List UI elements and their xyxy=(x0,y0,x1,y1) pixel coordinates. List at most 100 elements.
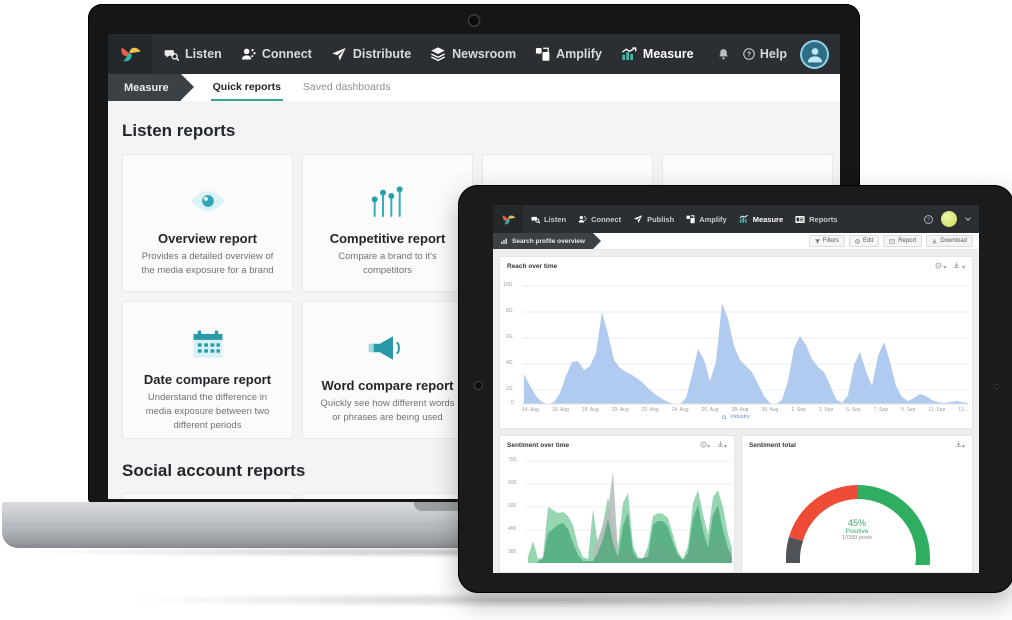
chart-bar-icon xyxy=(501,238,507,244)
tablet-home-button[interactable] xyxy=(474,381,483,390)
panel-reach-over-time: Reach over time ▾ ▾ xyxy=(499,256,973,429)
tablet-nav-item-reports[interactable]: Reports xyxy=(795,215,837,224)
reach-ytick-1: 8G xyxy=(506,308,513,314)
gear-icon[interactable]: ▾ xyxy=(700,441,710,450)
donut-slice-negative xyxy=(789,485,858,541)
reach-xtick-11: 5. Sep xyxy=(846,407,861,413)
device-group-shadow xyxy=(120,592,940,608)
chevron-down-icon[interactable] xyxy=(965,216,971,222)
sentiment-series-negative xyxy=(538,505,732,563)
nav-item-amplify[interactable]: Amplify xyxy=(535,47,602,62)
nav-item-listen[interactable]: Listen xyxy=(164,47,222,62)
report-button[interactable]: Report xyxy=(883,235,923,247)
report-card-desc: Compare a brand to it's competitors xyxy=(338,251,437,276)
report-card-title: Competitive report xyxy=(329,231,446,246)
filters-button[interactable]: Filters xyxy=(808,235,845,247)
tablet-camera-icon xyxy=(994,384,999,389)
download-icon[interactable]: ▾ xyxy=(955,441,965,450)
chart-sentiment-total: 45% Positive 10399 posts xyxy=(742,453,972,565)
report-card-competitive[interactable]: Competitive report Compare a brand to it… xyxy=(302,154,473,292)
help-question-icon: ? xyxy=(743,48,755,60)
reach-area-chart-svg xyxy=(522,285,968,405)
panel-sentiment-total-header: Sentiment total ▾ xyxy=(742,436,972,453)
section-tag-measure: Measure xyxy=(108,74,194,101)
report-card-desc: Understand the difference in media expos… xyxy=(145,392,270,431)
sentiment-series-positive xyxy=(528,490,732,563)
report-card-title: Word compare report xyxy=(321,378,454,393)
sentiment-ytick-1: 600 xyxy=(508,480,517,486)
reach-xtick-1: 16. Aug xyxy=(551,407,569,413)
panel-sentiment-time-title: Sentiment over time xyxy=(507,442,570,449)
report-card-date-compare[interactable]: Date compare report Understand the diffe… xyxy=(122,301,293,439)
nav-item-measure[interactable]: Measure xyxy=(621,46,694,62)
tablet-nav-item-measure[interactable]: Measure xyxy=(739,214,783,224)
edit-button[interactable]: Edit xyxy=(848,235,880,247)
avatar[interactable] xyxy=(800,39,829,69)
section-tag-label: Measure xyxy=(124,81,169,94)
reach-xtick-13: 9. Sep xyxy=(900,407,916,413)
tablet-nav-item-amplify[interactable]: Amplify xyxy=(686,215,727,224)
nav-item-connect[interactable]: Connect xyxy=(241,47,312,62)
nav-item-newsroom[interactable]: Newsroom xyxy=(430,46,516,62)
nav-item-distribute[interactable]: Distribute xyxy=(331,46,411,62)
reach-xtick-3: 20. Aug xyxy=(611,407,629,413)
panel-sentiment-total-tools: ▾ xyxy=(955,441,965,450)
help-question-icon[interactable]: ? xyxy=(924,214,933,224)
reach-ytick-3: 4G xyxy=(506,360,513,366)
tablet-nav-measure-label: Measure xyxy=(752,214,784,224)
section-tag-label: Search profile overview xyxy=(512,237,585,245)
report-card-desc: Provides a detailed overview of the medi… xyxy=(141,251,274,276)
avatar[interactable] xyxy=(941,211,957,227)
tab-saved-dashboards[interactable]: Saved dashboards xyxy=(301,74,393,101)
tablet-nav-listen-label: Listen xyxy=(544,214,567,224)
sentiment-ytick-3: 400 xyxy=(508,526,517,532)
tab-quick-reports[interactable]: Quick reports xyxy=(210,74,283,101)
reach-xtick-15: 13... xyxy=(958,407,968,413)
download-button[interactable]: Download xyxy=(926,235,973,247)
listen-search-icon xyxy=(164,49,179,61)
distribute-paperplane-icon xyxy=(332,48,346,61)
tablet-nav-item-connect[interactable]: Connect xyxy=(578,215,621,224)
laptop-nav-items: Listen Connect Distribute Newsroom xyxy=(164,46,694,62)
reach-legend[interactable]: Industry xyxy=(500,413,972,420)
nav-item-listen-label: Listen xyxy=(185,47,222,61)
tablet-nav-publish-label: Publish xyxy=(647,214,675,224)
amplify-squares-icon xyxy=(536,47,550,61)
eye-icon xyxy=(188,181,228,221)
svg-text:?: ? xyxy=(927,217,930,223)
sentiment-ytick-2: 500 xyxy=(508,503,517,509)
chart-sentiment-over-time: 700 600 500 400 300 xyxy=(500,453,734,565)
reach-xtick-2: 18. Aug xyxy=(581,407,599,413)
tablet-nav-item-publish[interactable]: Publish xyxy=(633,214,674,224)
help-button[interactable]: ? Help xyxy=(743,47,787,61)
tab-quick-reports-label: Quick reports xyxy=(212,80,281,93)
social-card-1[interactable] xyxy=(122,493,293,499)
notification-bell-icon[interactable] xyxy=(717,48,730,61)
section-tag-search-profile: Search profile overview xyxy=(493,233,601,249)
download-icon[interactable]: ▾ xyxy=(717,441,727,450)
report-card-overview[interactable]: Overview report Provides a detailed over… xyxy=(122,154,293,292)
tablet-nav-connect-label: Connect xyxy=(591,214,622,224)
reach-xtick-7: 28. Aug xyxy=(731,407,749,413)
download-icon[interactable]: ▾ xyxy=(953,262,965,271)
tablet-sub-nav: Search profile overview Filters Edit xyxy=(493,233,979,250)
connect-people-icon xyxy=(241,48,256,59)
tablet-nav-item-listen[interactable]: Listen xyxy=(531,215,566,224)
reports-icon xyxy=(795,215,805,223)
report-card-title: Overview report xyxy=(158,231,257,246)
connect-people-icon xyxy=(578,215,587,222)
sentiment-area-chart-svg xyxy=(526,460,732,563)
report-icon xyxy=(889,238,896,244)
brand-pinwheel-logo[interactable] xyxy=(493,205,523,233)
brand-pinwheel-logo[interactable] xyxy=(108,34,152,74)
svg-text:?: ? xyxy=(747,52,751,59)
tablet-nav-reports-label: Reports xyxy=(809,214,838,224)
gear-icon xyxy=(855,238,860,244)
report-label: Report xyxy=(898,238,917,244)
help-label: Help xyxy=(759,47,787,61)
social-card-2[interactable] xyxy=(302,493,473,499)
report-card-word-compare[interactable]: Word compare report Quickly see how diff… xyxy=(302,301,473,439)
gear-icon[interactable]: ▾ xyxy=(935,262,946,271)
tablet-nav-right: ? xyxy=(924,211,979,227)
